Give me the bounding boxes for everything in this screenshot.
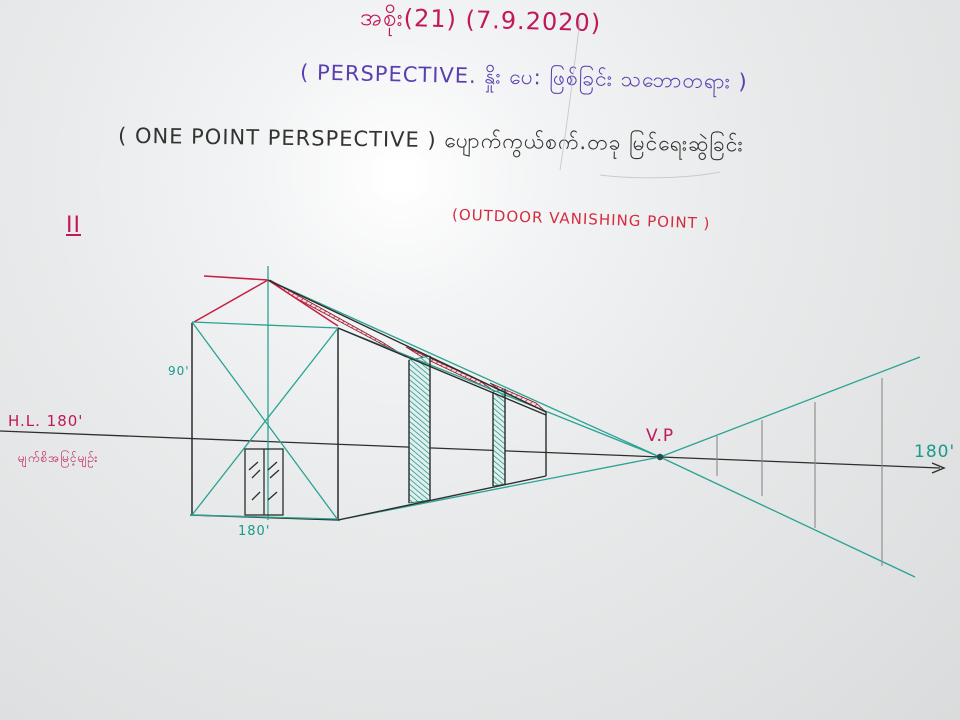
height-label: 90'	[168, 364, 190, 378]
gable	[193, 275, 339, 327]
width-label: 180'	[238, 524, 271, 539]
vanishing-point-label: V.P	[646, 426, 675, 446]
side-wall	[267, 279, 547, 521]
section-numeral: II	[66, 213, 81, 238]
right-guide-ticks	[716, 378, 883, 566]
horizon-note: မျက်စိအမြင့်မျဉ်း	[18, 451, 99, 465]
horizon-line-label: H.L. 180'	[8, 412, 84, 430]
light-glare	[372, 150, 428, 202]
right-label: 180'	[914, 442, 956, 462]
door	[244, 448, 284, 516]
horizon-line	[0, 430, 946, 474]
construction-lines	[189, 266, 921, 578]
vanishing-point-dot	[656, 453, 664, 461]
board-smudges	[559, 19, 721, 179]
